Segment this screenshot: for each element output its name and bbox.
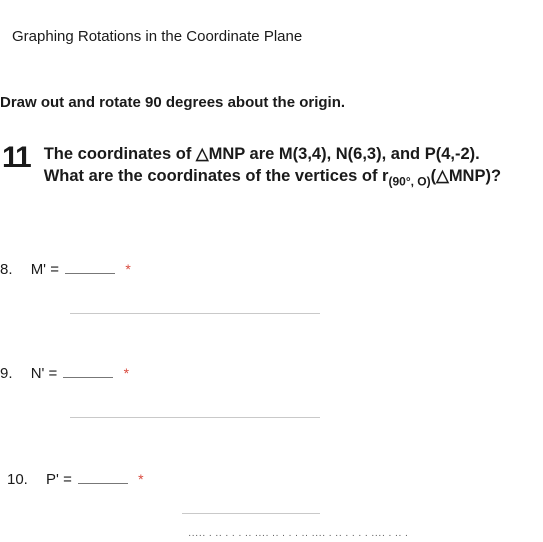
problem-number: 11 [2, 143, 30, 173]
required-asterisk: * [138, 471, 143, 487]
answer-row-10: 10. P' = * [7, 471, 144, 488]
answer-line [182, 513, 320, 514]
instruction-text: Draw out and rotate 90 degrees about the… [0, 94, 345, 111]
required-asterisk: * [125, 261, 130, 277]
required-asterisk: * [124, 365, 129, 381]
triangle-symbol: △ [436, 167, 449, 185]
answer-number: 8. [0, 261, 13, 278]
answer-blank[interactable] [65, 273, 115, 274]
prob-line2-a: What are the coordinates of the vertices… [44, 167, 389, 185]
worksheet-title: Graphing Rotations in the Coordinate Pla… [12, 28, 302, 45]
answer-label: M' = [31, 261, 59, 278]
answer-label: P' = [46, 471, 72, 488]
answer-blank[interactable] [63, 377, 113, 378]
answer-number: 9. [0, 365, 13, 382]
triangle-symbol: △ [196, 145, 209, 163]
answer-line [70, 417, 320, 418]
problem-text: The coordinates of △MNP are M(3,4), N(6,… [44, 143, 501, 190]
answer-blank[interactable] [78, 483, 128, 484]
answer-number: 10. [7, 471, 28, 488]
prob-line2-c: MNP)? [449, 167, 501, 185]
answer-row-9: 9. N' = * [0, 365, 129, 382]
answer-row-8: 8. M' = * [0, 261, 131, 278]
answer-label: N' = [31, 365, 58, 382]
footer-fragment: ····· · ·· · · · ·· ···· ·· · · · ·· ···… [188, 530, 408, 541]
prob-line1-b: MNP are M(3,4), N(6,3), and P(4,-2). [209, 145, 480, 163]
rotation-subscript: (90°, O) [388, 175, 430, 189]
problem-block: 11 The coordinates of △MNP are M(3,4), N… [2, 143, 501, 190]
answer-line [70, 313, 320, 314]
prob-line1-a: The coordinates of [44, 145, 196, 163]
